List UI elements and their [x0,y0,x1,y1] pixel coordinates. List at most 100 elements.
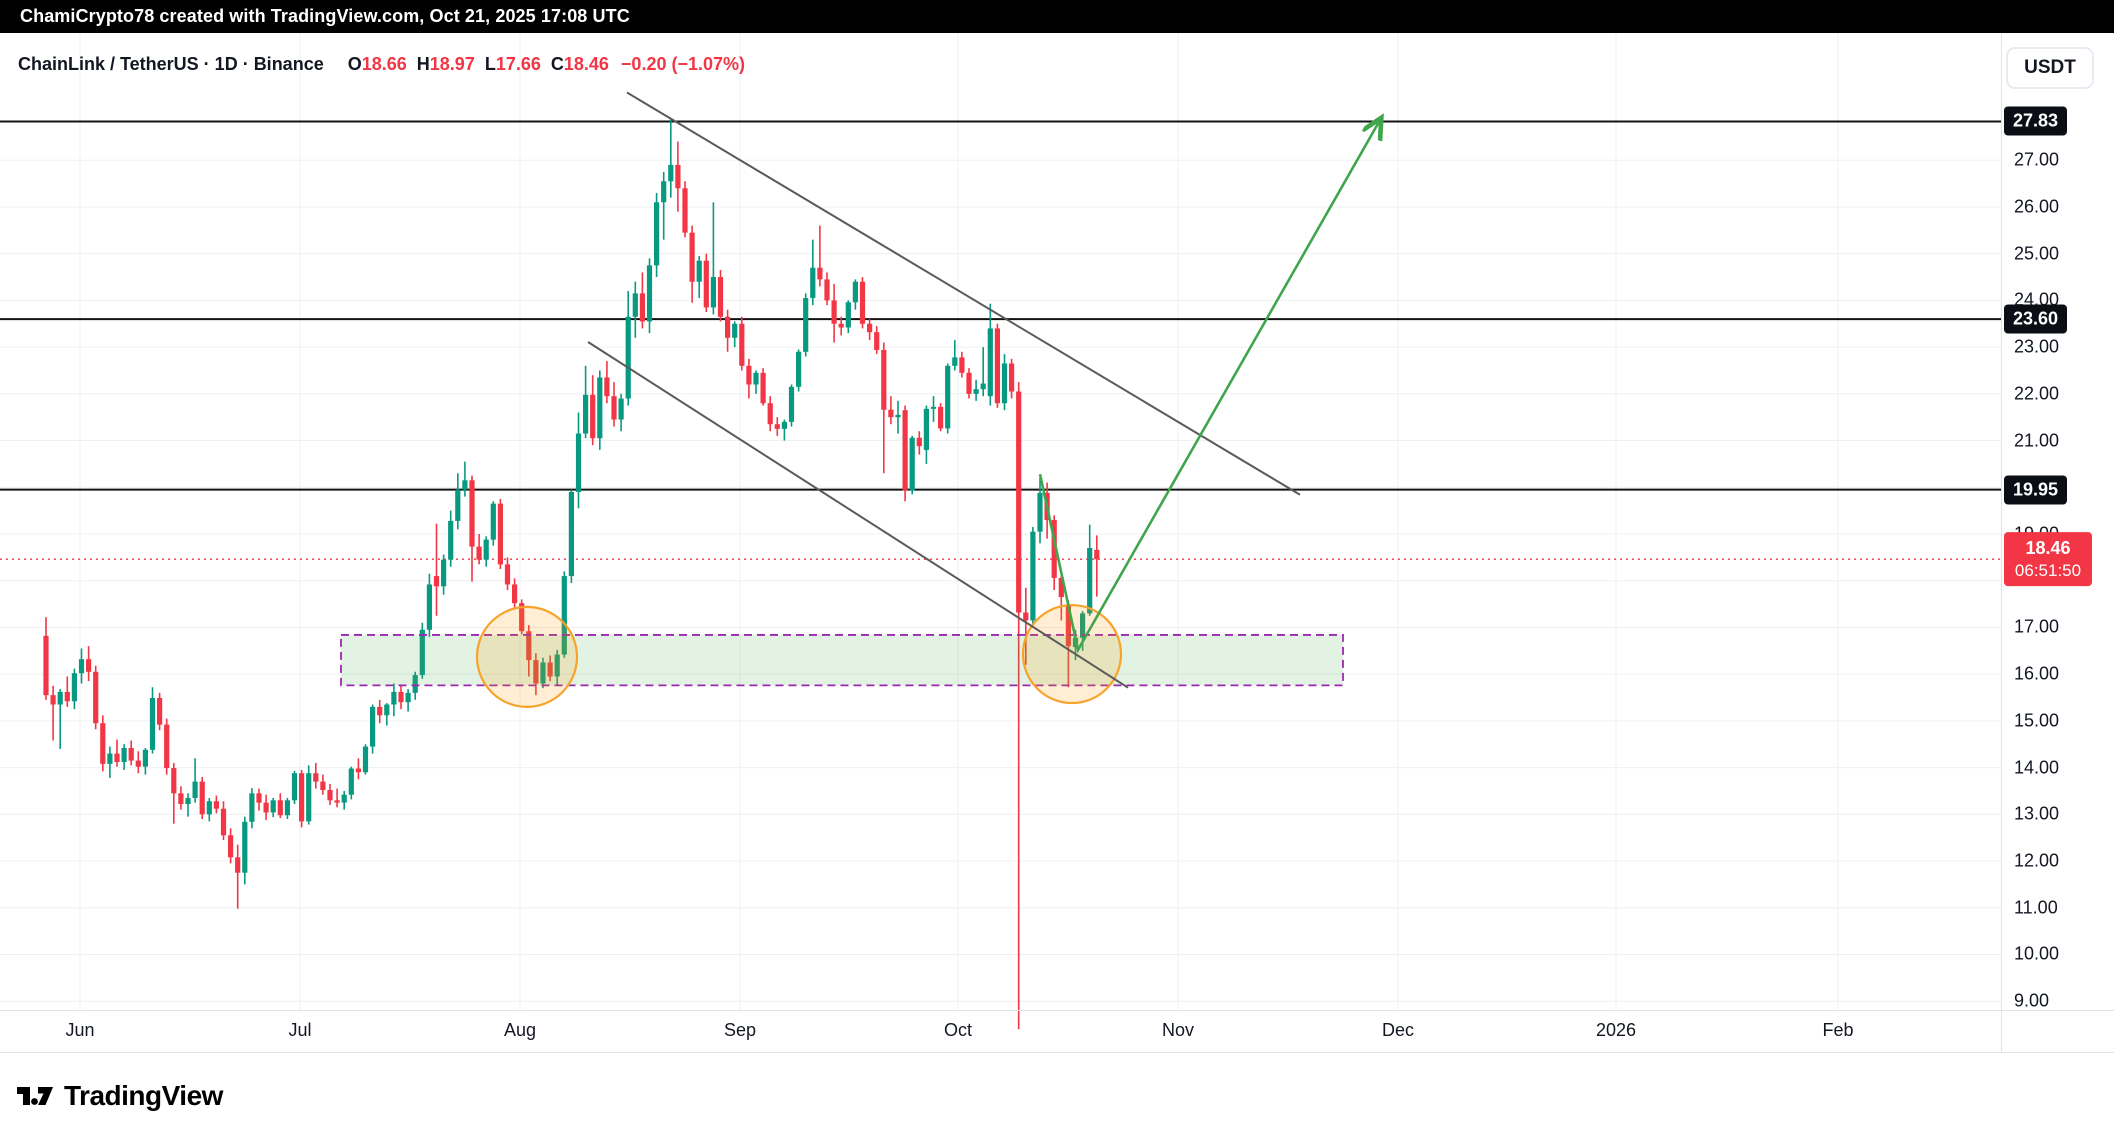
candle-body [93,671,99,724]
candle-body [220,808,227,836]
candle-body [71,673,77,702]
candle-body [781,421,787,429]
price-scale-label: 23.00 [2014,336,2060,357]
tradingview-logo[interactable]: TradingView [16,1080,223,1112]
price-scale-label: 9.00 [2014,990,2050,1011]
ohlc-value: 18.46 [563,54,609,74]
highlight-circle [475,605,579,708]
candle-body [398,691,404,703]
candle-body [391,691,397,705]
candle-body [632,293,638,317]
candle-body [1001,363,1008,404]
candle-body [654,202,660,266]
candle-body [199,781,205,815]
symbol-title[interactable]: ChainLink / TetherUS · 1D · Binance [18,54,324,74]
candle-body [249,793,255,822]
candle-body [370,706,376,747]
candle-body [462,480,468,490]
change-value: −0.20 (−1.07%) [620,54,746,74]
candle-body [441,559,447,587]
candle-body [348,768,354,795]
candle-body [881,349,887,410]
candle-body [149,697,156,750]
time-axis-label: Oct [943,1020,973,1040]
candle-body [334,800,340,803]
projection-arrow [1038,120,1380,654]
candle-body [767,403,773,425]
symbol-info-row[interactable]: ChainLink / TetherUS · 1D · Binance O18.6… [18,54,745,75]
candle-body [412,675,418,693]
candle-body [739,323,745,366]
candle-body [341,794,347,803]
candle-body [476,546,482,560]
candle-body [725,316,731,338]
candle-body [512,584,518,604]
candle-body [242,821,248,873]
candle-body [1009,363,1015,392]
candle-body [966,372,972,394]
candle-body [788,386,795,422]
candle-body [43,635,49,696]
candle-body [213,801,219,809]
candle-body [171,768,177,794]
candle-body [504,564,511,585]
price-scale-label: 26.00 [2014,196,2060,217]
candle-body [803,298,809,352]
candle-body [228,835,234,858]
candle-body [100,723,106,764]
candle-body [916,437,922,447]
candle-body [547,662,553,677]
candle-body [746,365,752,385]
candle-body [50,695,56,705]
candle-body [114,753,120,762]
time-axis-label: Jun [65,1020,95,1040]
candle-body [121,747,127,762]
attribution-bar: ChamiCrypto78 created with TradingView.c… [0,0,2114,33]
candle-body [597,377,603,439]
candle-body [135,760,141,767]
candle-body [483,539,489,560]
candle-body [299,773,305,822]
candle-body [661,181,667,203]
attribution-text: ChamiCrypto78 created with TradingView.c… [20,6,630,26]
price-scale-label: 27.00 [2014,149,2060,170]
candle-body [774,424,780,429]
price-scale-label: 25.00 [2014,243,2060,264]
candle-body [142,749,148,767]
candle-body [682,188,688,233]
ohlc-label: C [550,54,564,74]
time-axis-label: Jul [288,1020,312,1040]
price-scale-label: 11.00 [2014,897,2058,918]
trendline [626,91,1301,496]
candle-body [760,372,766,404]
candle-body [703,260,709,308]
time-axis-label: Feb [1822,1020,1854,1040]
candle-body [888,409,894,418]
bar-countdown: 06:51:50 [2014,560,2082,580]
candle-body [796,351,802,387]
candle-body [994,328,1000,404]
tradingview-logo-text: TradingView [64,1080,223,1111]
currency-toggle-button[interactable]: USDT [2006,47,2094,89]
candle-body [824,279,830,301]
candle-body [554,654,560,677]
candle-body [604,377,610,397]
candle-body [384,704,390,716]
candle-body [575,433,582,492]
candle-body [583,394,589,434]
candle-body [980,383,986,390]
candle-body [675,164,681,189]
candle-body [753,372,759,385]
candle-body [327,790,333,801]
level-price-pill: 23.60 [2004,304,2068,334]
candle-body [710,277,716,308]
candle-body [561,576,567,655]
price-scale-label: 16.00 [2014,663,2060,684]
candle-body [206,801,212,815]
candle-body [306,773,312,822]
candle-body [263,802,269,813]
candle-body [490,503,496,540]
ohlc-value: 18.97 [429,54,475,74]
candle-body [1030,531,1036,621]
